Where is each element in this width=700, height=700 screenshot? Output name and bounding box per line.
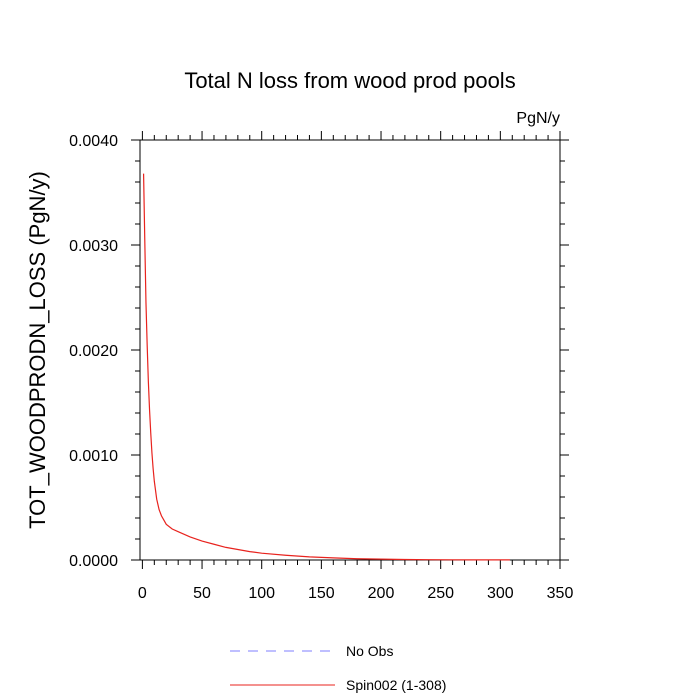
legend: No Obs Spin002 (1-308) — [230, 643, 446, 693]
y-tick-label: 0.0010 — [69, 448, 118, 465]
x-tick-label: 0 — [138, 585, 147, 602]
units-label: PgN/y — [516, 110, 560, 127]
y-axis-label: TOT_WOODPRODN_LOSS (PgN/y) — [25, 171, 50, 529]
series-line — [142, 173, 510, 561]
y-tick-label: 0.0000 — [69, 553, 118, 570]
x-tick-label: 50 — [193, 585, 211, 602]
x-tick-label: 300 — [487, 585, 514, 602]
legend-label: Spin002 (1-308) — [346, 677, 446, 693]
series-layer — [142, 173, 510, 561]
x-tick-label: 250 — [427, 585, 454, 602]
y-tick-label: 0.0030 — [69, 238, 118, 255]
x-tick-label: 150 — [308, 585, 335, 602]
y-axis-ticks: 0.0000 0.0010 0.0020 0.0030 0.0040 — [69, 133, 569, 570]
x-axis-ticks: 0 50 100 150 200 250 300 350 — [138, 131, 574, 602]
x-tick-label: 350 — [547, 585, 574, 602]
x-tick-label: 200 — [368, 585, 395, 602]
legend-label: No Obs — [346, 643, 393, 659]
plot-frame — [139, 139, 561, 561]
chart-title: Total N loss from wood prod pools — [184, 68, 515, 93]
x-tick-label: 100 — [248, 585, 275, 602]
y-tick-label: 0.0040 — [69, 133, 118, 150]
y-tick-label: 0.0020 — [69, 343, 118, 360]
